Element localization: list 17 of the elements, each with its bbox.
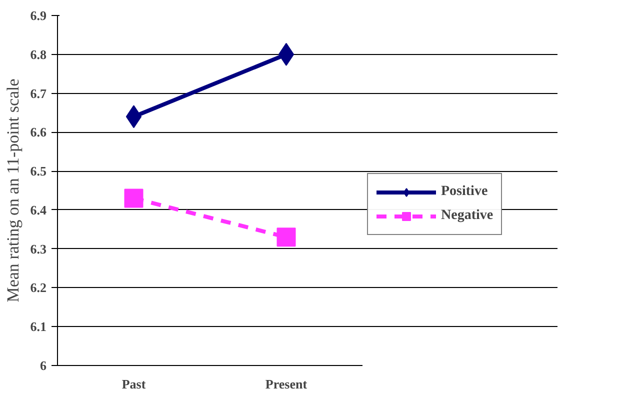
y-tick-label: 6.7 bbox=[30, 86, 47, 101]
y-tick-label: 6.2 bbox=[30, 280, 46, 296]
y-tick-label: 6.8 bbox=[30, 46, 47, 62]
y-tick-label: 6.9 bbox=[30, 8, 47, 23]
legend-label: Positive bbox=[441, 184, 488, 200]
y-tick-label: 6.1 bbox=[30, 319, 46, 334]
y-axis-title: Mean rating on an 11-point scale bbox=[3, 78, 22, 302]
x-tick-label: Present bbox=[265, 376, 308, 392]
y-tick-label: 6 bbox=[40, 358, 47, 373]
point bbox=[276, 228, 296, 247]
y-tick-label: 6.3 bbox=[30, 241, 47, 256]
y-tick-label: 6.4 bbox=[30, 202, 47, 218]
y-tick-label: 6.6 bbox=[30, 124, 47, 140]
point bbox=[124, 188, 144, 208]
x-tick-label: Past bbox=[122, 376, 146, 392]
y-tick-label: 6.5 bbox=[30, 164, 47, 179]
legend-label: Negative bbox=[441, 208, 494, 224]
